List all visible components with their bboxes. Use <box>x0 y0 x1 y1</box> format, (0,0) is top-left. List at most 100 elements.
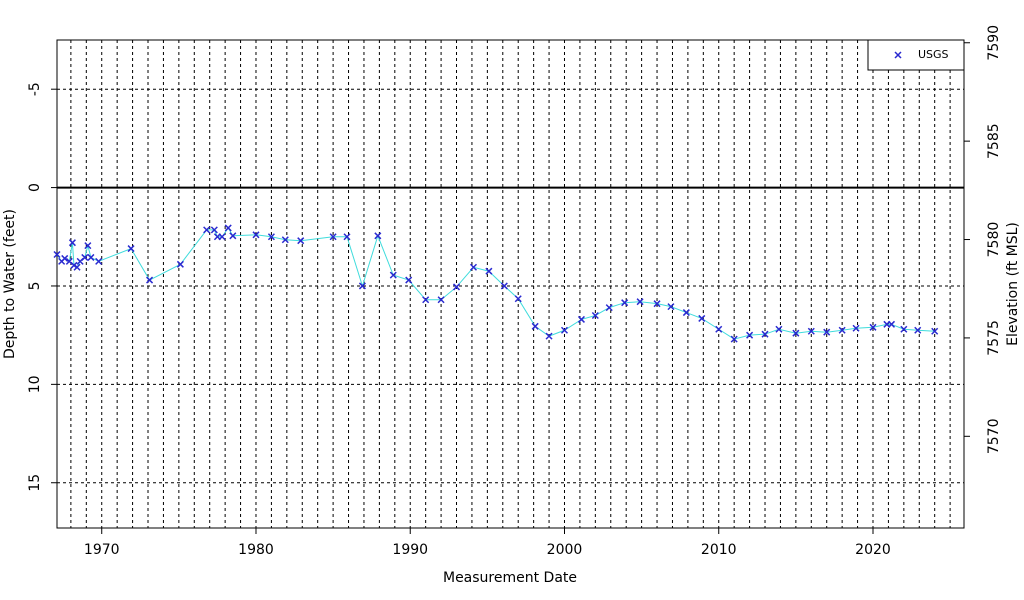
marker <box>422 296 430 304</box>
marker <box>653 300 661 308</box>
marker <box>775 325 783 333</box>
marker <box>452 283 461 291</box>
marker <box>636 298 644 306</box>
marker <box>605 304 613 312</box>
marker <box>545 332 553 340</box>
marker <box>591 311 599 320</box>
marker-cross <box>358 282 366 290</box>
marker-cross <box>682 309 690 317</box>
y-tick-label: 10 <box>27 375 43 393</box>
marker-cross <box>210 226 218 234</box>
marker-cross <box>267 233 275 241</box>
marker-cross <box>61 254 69 262</box>
x-tick-label: 1980 <box>238 542 274 558</box>
marker-cross <box>653 300 661 308</box>
series-line <box>56 226 935 340</box>
y2-tick-label: 7585 <box>986 123 1002 159</box>
marker-cross <box>531 322 539 330</box>
marker-cross <box>68 239 76 247</box>
marker-cross <box>176 260 184 268</box>
marker-cross <box>761 330 769 338</box>
legend-box <box>867 39 965 71</box>
marker <box>329 233 337 241</box>
marker <box>87 253 95 261</box>
marker <box>914 326 922 334</box>
marker <box>252 231 260 239</box>
marker <box>210 226 218 234</box>
marker-cross <box>698 314 706 322</box>
marker <box>127 245 135 253</box>
marker-cross <box>297 237 305 245</box>
marker <box>68 239 76 247</box>
marker <box>531 322 539 330</box>
marker <box>715 325 723 333</box>
marker <box>823 328 831 336</box>
marker <box>203 226 211 234</box>
marker-cross <box>621 299 629 307</box>
marker <box>229 232 237 240</box>
marker-cross <box>73 263 81 271</box>
y2-tick-label: 7570 <box>986 418 1002 454</box>
marker-cross <box>469 263 478 271</box>
marker-cross <box>852 324 860 332</box>
y-tick-label: 0 <box>27 183 43 192</box>
marker <box>218 233 226 241</box>
marker <box>894 51 902 59</box>
marker-cross <box>87 253 95 261</box>
x-tick-label: 2000 <box>547 542 583 558</box>
marker-cross <box>560 326 569 334</box>
marker-cross <box>343 233 351 241</box>
marker-cross <box>605 304 613 312</box>
legend-label: USGS <box>918 48 949 61</box>
marker <box>405 276 413 284</box>
marker <box>900 325 908 333</box>
marker-cross <box>869 323 877 331</box>
marker-cross <box>807 327 815 335</box>
y2-tick-label: 7575 <box>986 320 1002 356</box>
x-tick-label: 1990 <box>392 542 428 558</box>
marker-cross <box>485 267 493 275</box>
x-tick-label: 1970 <box>84 542 120 558</box>
marker <box>485 267 493 275</box>
marker <box>746 331 754 339</box>
marker-cross <box>667 303 675 311</box>
y-tick-label: -5 <box>27 82 43 96</box>
marker-cross <box>545 332 553 340</box>
marker <box>53 250 61 259</box>
marker <box>469 263 478 271</box>
marker <box>176 260 184 268</box>
marker-cross <box>437 296 445 304</box>
marker <box>267 233 275 241</box>
marker <box>81 253 89 261</box>
marker-cross <box>329 233 337 241</box>
marker-cross <box>887 320 896 328</box>
y-tick-label: 15 <box>27 474 43 492</box>
marker-cross <box>914 326 922 334</box>
marker <box>761 330 769 338</box>
plot-frame <box>56 39 965 529</box>
marker-cross <box>730 335 738 343</box>
y-tick-label: 5 <box>27 282 43 291</box>
marker-cross <box>838 326 846 334</box>
x-axis-label: Measurement Date <box>443 570 577 586</box>
marker <box>358 282 366 290</box>
marker-cross <box>775 325 783 333</box>
marker-cross <box>389 271 397 279</box>
marker-cross <box>792 329 800 337</box>
y2-tick-label: 7580 <box>986 222 1002 258</box>
marker <box>95 257 103 265</box>
marker <box>343 233 351 241</box>
marker-cross <box>746 331 754 339</box>
marker <box>838 326 846 334</box>
marker-cross <box>405 276 413 284</box>
marker <box>389 271 397 279</box>
marker <box>224 224 232 232</box>
marker <box>73 263 81 271</box>
marker-cross <box>252 231 260 239</box>
marker <box>514 295 522 303</box>
marker-cross <box>95 257 103 265</box>
marker-cross <box>931 327 939 335</box>
marker-cross <box>500 282 508 290</box>
marker-cross <box>577 315 585 323</box>
